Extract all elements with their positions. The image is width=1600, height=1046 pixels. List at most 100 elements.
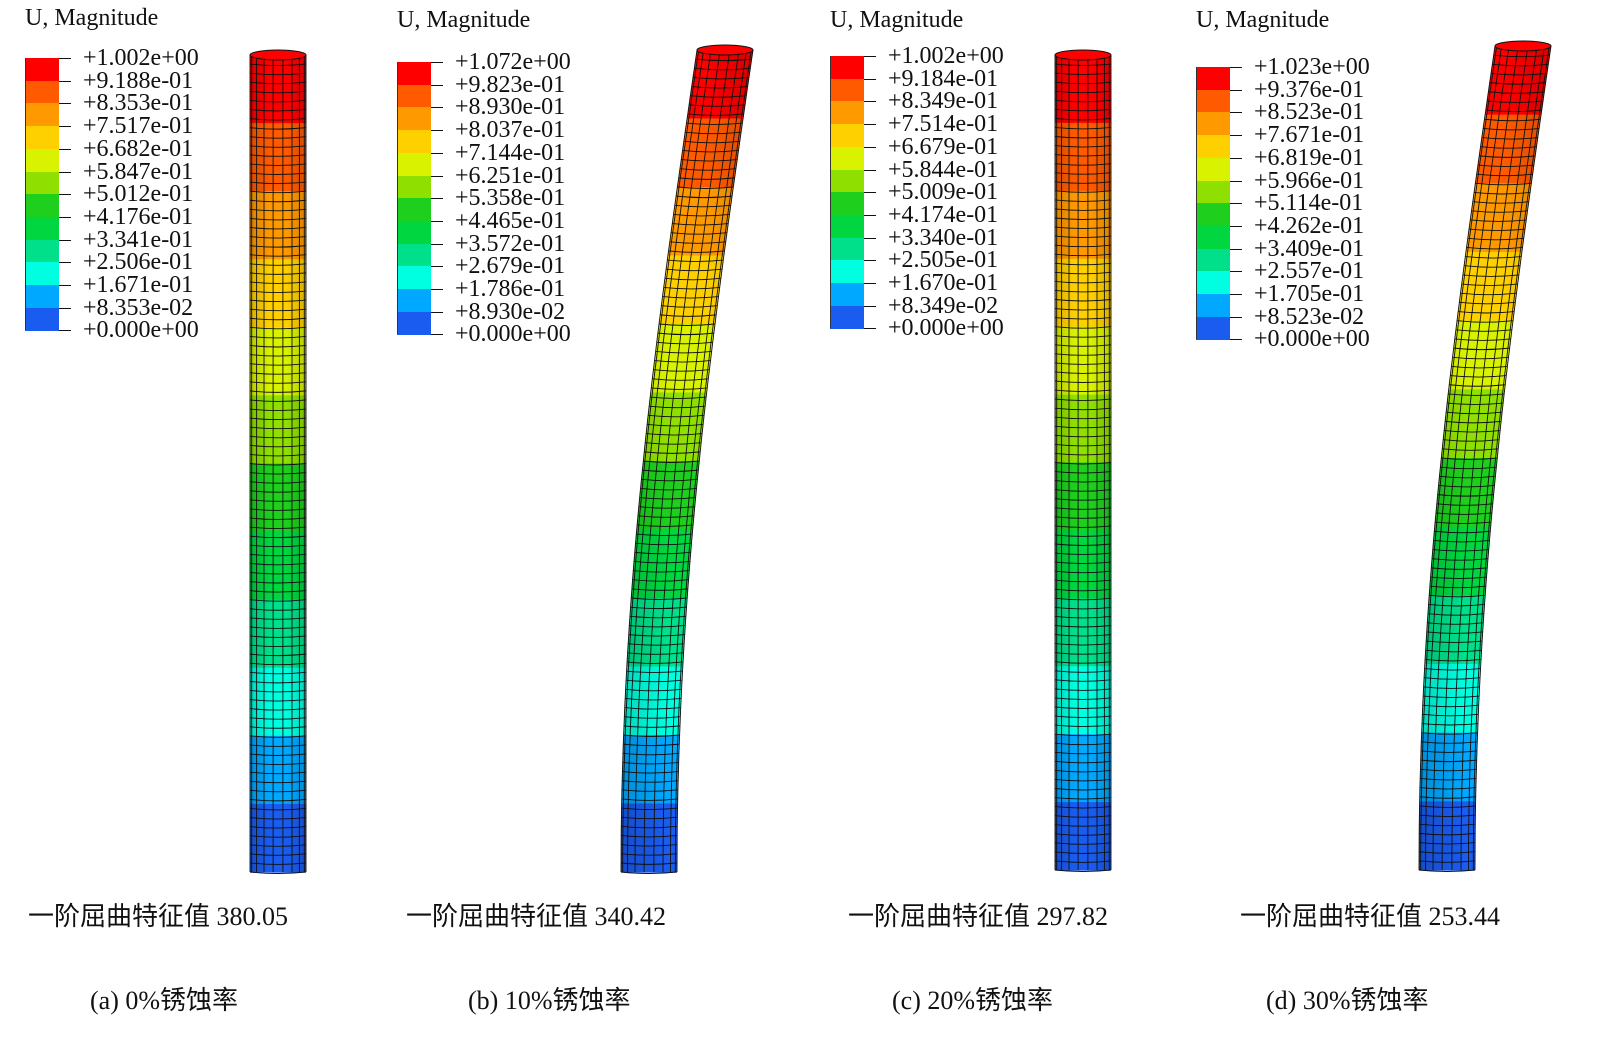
legend-tick — [864, 328, 876, 330]
legend-tick-label: +0.000e+00 — [1254, 326, 1370, 353]
legend-swatch — [25, 262, 59, 286]
legend-tick-label: +2.557e-01 — [1254, 258, 1365, 285]
legend-tick-label: +8.353e-02 — [83, 294, 194, 321]
legend-tick — [431, 289, 443, 290]
legend-tick-label: +7.671e-01 — [1254, 122, 1365, 149]
subfigure-caption: (a) 0%锈蚀率 — [90, 986, 239, 1015]
legend-tick-label: +0.000e+00 — [888, 315, 1004, 342]
legend-tick-label: +2.506e-01 — [83, 249, 194, 276]
legend-tick — [59, 194, 71, 196]
legend-swatch — [1196, 203, 1230, 227]
legend-frame — [25, 58, 59, 331]
legend-swatch — [25, 148, 59, 172]
legend-tick — [864, 78, 876, 80]
subfigure-caption: (c) 20%锈蚀率 — [892, 986, 1054, 1015]
legend-tick — [1230, 248, 1242, 250]
legend-swatch — [397, 107, 431, 131]
legend-swatch — [830, 169, 864, 193]
legend-tick — [1230, 135, 1242, 137]
legend-swatch — [1196, 180, 1230, 204]
legend-tick-label: +8.930e-01 — [455, 94, 566, 121]
legend-swatch — [25, 80, 59, 104]
legend-swatch — [830, 214, 864, 239]
legend-tick-label: +0.000e+00 — [455, 321, 571, 348]
legend-tick — [1230, 89, 1242, 91]
legend-tick — [864, 56, 876, 57]
legend-swatch — [830, 305, 864, 329]
legend-tick — [431, 152, 443, 154]
legend-tick-label: +5.966e-01 — [1254, 167, 1365, 194]
legend-swatch — [397, 175, 431, 199]
legend-tick-label: +4.262e-01 — [1254, 212, 1365, 239]
column-top-cap — [696, 44, 754, 56]
eigenvalue-label: 一阶屈曲特征值 253.44 — [1240, 902, 1501, 931]
legend-swatch — [397, 198, 431, 222]
legend-title: U, Magnitude — [397, 7, 531, 33]
legend-tick — [59, 58, 71, 59]
legend-tick — [431, 84, 443, 86]
legend-tick-label: +4.174e-01 — [888, 201, 999, 228]
legend-tick — [864, 146, 876, 148]
subfigure-caption: (d) 30%锈蚀率 — [1266, 986, 1429, 1015]
legend-tick-label: +6.251e-01 — [455, 162, 566, 189]
deformed-column — [620, 44, 754, 874]
legend-title: U, Magnitude — [1196, 7, 1330, 33]
legend-tick — [59, 216, 71, 218]
legend-swatch — [25, 239, 59, 263]
legend-tick-label: +3.409e-01 — [1254, 235, 1365, 262]
legend-tick-label: +7.144e-01 — [455, 139, 566, 166]
legend-tick-label: +7.517e-01 — [83, 113, 194, 140]
legend-tick — [431, 175, 443, 177]
legend-tick — [1230, 203, 1242, 205]
legend-tick — [431, 266, 443, 268]
legend-swatch — [1196, 316, 1230, 340]
legend-tick — [431, 107, 443, 109]
legend-swatch — [397, 289, 431, 313]
legend-tick — [59, 285, 71, 286]
legend-frame — [397, 62, 431, 335]
legend-tick-label: +3.340e-01 — [888, 224, 999, 251]
column-shading — [250, 55, 306, 872]
legend-swatch — [1196, 248, 1230, 272]
deformed-column — [249, 49, 307, 874]
legend-tick-label: +5.844e-01 — [888, 156, 999, 183]
panel-d: U, Magnitude +1.023e+00 +9.376e-01 +8.523e… — [1196, 0, 1600, 1046]
legend-tick-label: +5.114e-01 — [1254, 190, 1364, 217]
legend-tick-label: +2.505e-01 — [888, 247, 999, 274]
legend-swatch — [25, 103, 59, 127]
deformed-column — [1418, 40, 1552, 872]
legend-tick-label: +5.358e-01 — [455, 185, 566, 212]
legend-swatch — [830, 237, 864, 261]
legend-tick-label: +4.465e-01 — [455, 207, 566, 234]
legend-swatch — [397, 266, 431, 290]
legend-swatch — [25, 171, 59, 195]
legend-tick — [431, 198, 443, 200]
legend-tick-label: +8.037e-01 — [455, 117, 566, 144]
legend-tick-label: +1.786e-01 — [455, 276, 566, 302]
legend-tick — [431, 243, 443, 245]
legend-tick-label: +1.002e+00 — [83, 45, 199, 71]
legend-tick-label: +8.930e-02 — [455, 298, 566, 325]
legend-tick-label: +8.523e-02 — [1254, 303, 1365, 330]
legend-tick-label: +5.847e-01 — [83, 158, 194, 185]
legend-tick-label: +0.000e+00 — [83, 317, 199, 344]
legend-tick-label: +8.523e-01 — [1254, 99, 1365, 126]
legend-tick-label: +3.341e-01 — [83, 226, 194, 253]
legend-swatch — [1196, 294, 1230, 318]
legend-tick — [59, 171, 71, 173]
legend-swatch — [397, 130, 431, 154]
column-shading — [1055, 55, 1111, 870]
eigenvalue-label: 一阶屈曲特征值 340.42 — [406, 902, 667, 931]
legend-tick-label: +9.184e-01 — [888, 65, 999, 92]
legend-tick-label: +1.072e+00 — [455, 49, 571, 75]
legend-tick — [864, 192, 876, 194]
legend-tick — [864, 305, 876, 307]
legend-tick — [1230, 316, 1242, 318]
legend-swatch — [830, 78, 864, 102]
legend-tick-label: +2.679e-01 — [455, 253, 566, 280]
legend-swatch — [25, 126, 59, 150]
legend-tick — [1230, 112, 1242, 114]
column-top-cap — [1054, 49, 1112, 61]
legend-tick — [59, 126, 71, 128]
legend-swatch — [1196, 89, 1230, 113]
